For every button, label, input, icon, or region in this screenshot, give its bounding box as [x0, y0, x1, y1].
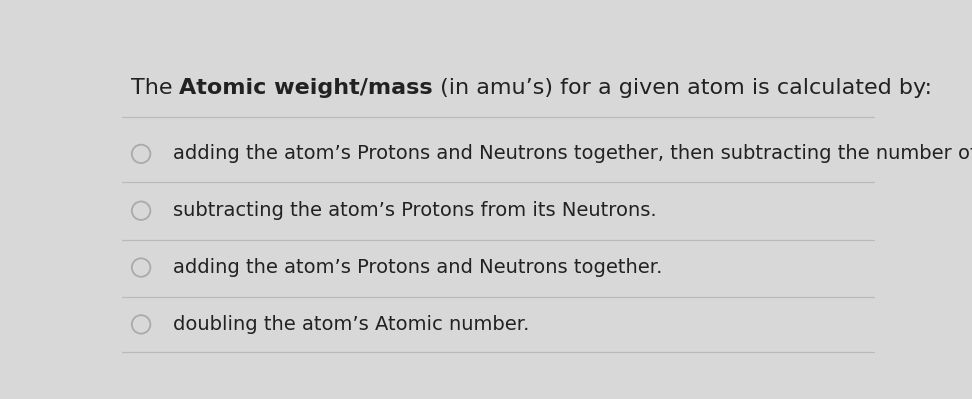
Text: (in amu’s) for a given atom is calculated by:: (in amu’s) for a given atom is calculate… — [433, 78, 932, 98]
Text: doubling the atom’s Atomic number.: doubling the atom’s Atomic number. — [173, 315, 529, 334]
Text: adding the atom’s Protons and Neutrons together.: adding the atom’s Protons and Neutrons t… — [173, 258, 662, 277]
Text: subtracting the atom’s Protons from its Neutrons.: subtracting the atom’s Protons from its … — [173, 201, 656, 220]
Text: Atomic weight/mass: Atomic weight/mass — [179, 78, 433, 98]
Text: adding the atom’s Protons and Neutrons together, then subtracting the number of : adding the atom’s Protons and Neutrons t… — [173, 144, 972, 163]
Text: The: The — [130, 78, 179, 98]
